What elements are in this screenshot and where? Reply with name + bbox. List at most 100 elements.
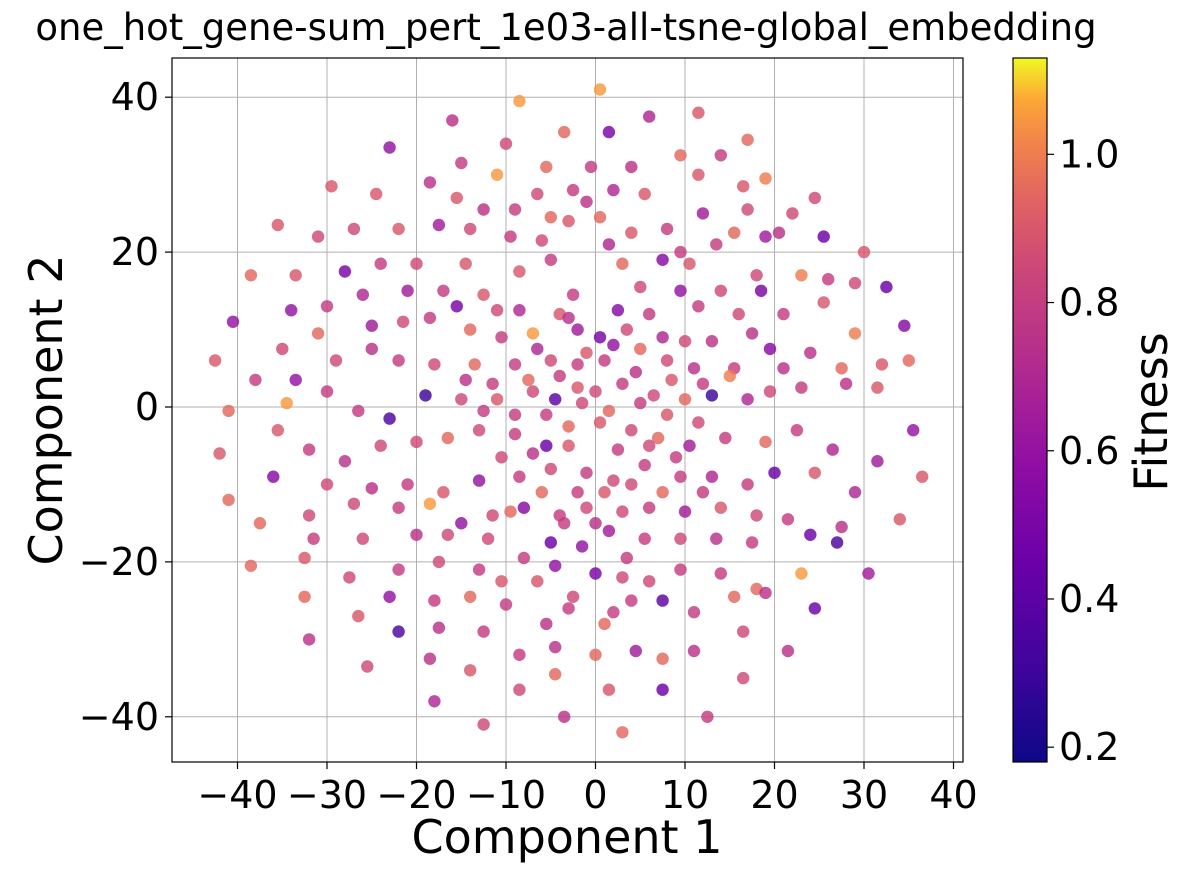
x-tick-label: −30: [287, 773, 367, 817]
data-point: [589, 385, 602, 398]
data-point: [392, 625, 405, 638]
data-point: [660, 354, 674, 367]
y-tick-label: 40: [111, 75, 159, 119]
data-point: [602, 683, 616, 696]
data-point: [616, 571, 629, 584]
data-point: [347, 497, 361, 510]
data-point: [898, 319, 911, 332]
data-point: [687, 362, 701, 375]
data-point: [558, 710, 571, 723]
data-point: [857, 245, 871, 259]
data-point: [607, 606, 620, 619]
data-point: [226, 315, 240, 328]
data-point: [741, 393, 754, 406]
data-point: [607, 338, 620, 352]
data-point: [522, 373, 535, 387]
data-point: [822, 273, 835, 286]
data-point: [634, 280, 647, 294]
data-point: [593, 83, 607, 96]
data-point: [786, 207, 799, 220]
data-point: [602, 404, 616, 418]
colorbar-tick-label: 1.0: [1059, 132, 1119, 176]
data-point: [472, 424, 486, 437]
y-tick-label: 0: [135, 385, 159, 429]
data-point: [602, 524, 616, 538]
data-point: [656, 594, 669, 607]
data-point: [271, 424, 284, 437]
data-point: [540, 160, 553, 174]
data-point: [526, 447, 540, 460]
data-point: [446, 114, 459, 127]
data-point: [477, 625, 490, 638]
data-point: [253, 517, 267, 530]
data-point: [759, 230, 772, 243]
x-tick-label: 0: [583, 773, 607, 817]
data-point: [490, 168, 504, 181]
data-point: [432, 218, 446, 232]
data-point: [464, 590, 477, 603]
data-point: [741, 203, 754, 216]
data-point: [289, 269, 302, 282]
data-point: [302, 443, 316, 456]
data-point: [862, 567, 875, 580]
data-point: [696, 377, 710, 390]
data-point: [745, 327, 759, 340]
data-point: [616, 257, 629, 270]
data-point: [481, 532, 495, 545]
data-point: [423, 497, 437, 510]
colorbar: 0.2 0.4 0.6 0.8 1.0 Fitness: [1012, 57, 1178, 769]
data-point: [455, 156, 468, 170]
data-point: [504, 505, 517, 518]
data-point: [419, 389, 432, 402]
data-point: [508, 427, 522, 441]
data-point: [374, 257, 387, 270]
data-point: [535, 234, 548, 247]
data-point: [593, 211, 607, 224]
data-point: [544, 462, 557, 476]
data-point: [737, 180, 750, 193]
data-point: [741, 478, 754, 491]
data-point: [343, 571, 356, 584]
data-point: [678, 335, 692, 348]
data-point: [714, 149, 727, 162]
data-point: [356, 532, 369, 545]
data-point: [517, 501, 531, 514]
data-point: [817, 230, 830, 243]
colorbar-gradient: [1012, 57, 1048, 763]
data-point: [656, 331, 669, 344]
data-point: [683, 257, 696, 270]
data-point: [464, 664, 477, 677]
data-point: [728, 226, 741, 239]
data-point: [383, 412, 396, 425]
data-point: [759, 435, 772, 449]
data-point: [804, 528, 817, 541]
data-point: [562, 420, 575, 433]
data-point: [490, 304, 504, 317]
data-point: [513, 94, 526, 108]
x-tick-label: −40: [197, 773, 277, 817]
data-point: [441, 528, 454, 541]
data-point: [329, 354, 343, 367]
data-point: [638, 532, 651, 545]
data-point: [616, 505, 629, 518]
data-point: [495, 331, 508, 344]
data-point: [361, 660, 374, 673]
data-point: [558, 125, 571, 139]
data-point: [692, 168, 705, 181]
data-point: [302, 509, 316, 522]
data-point: [531, 187, 544, 201]
data-point: [432, 555, 446, 569]
data-point: [289, 373, 302, 387]
data-point: [508, 203, 522, 216]
data-point: [589, 567, 602, 580]
data-point: [817, 296, 830, 309]
data-point: [678, 505, 692, 518]
colorbar-tick-label: 0.2: [1059, 725, 1119, 769]
data-point: [540, 617, 553, 631]
data-point: [808, 602, 821, 615]
data-point: [750, 509, 763, 522]
data-point: [701, 710, 714, 723]
data-point: [768, 466, 781, 479]
data-point: [455, 393, 468, 406]
